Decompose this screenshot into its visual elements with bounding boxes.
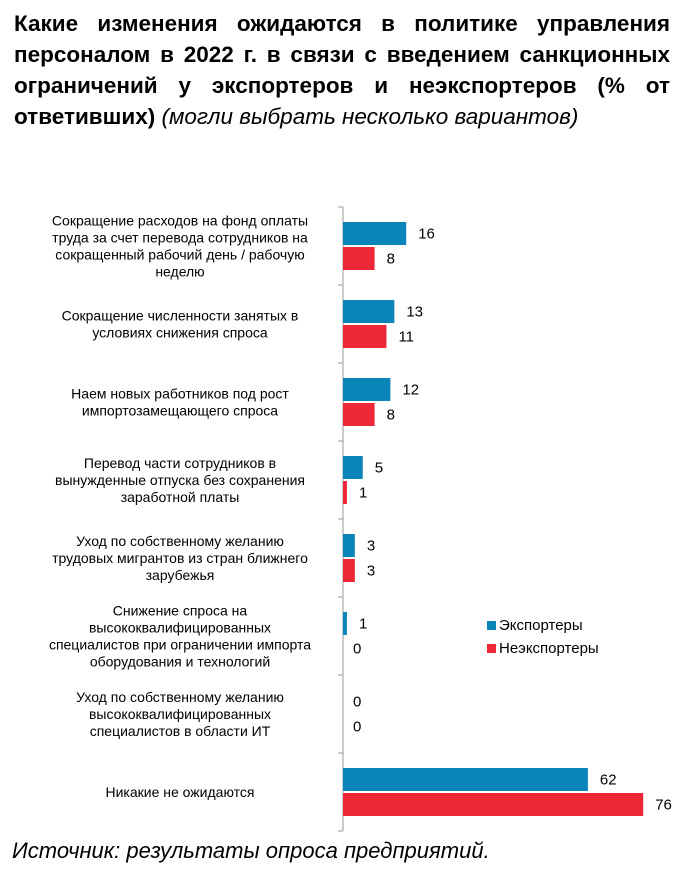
category-label: импортозамещающего спроса	[82, 403, 278, 419]
legend-label: Экспортеры	[499, 617, 583, 634]
legend-swatch	[487, 644, 496, 653]
category-label: оборудования и технологий	[90, 654, 270, 670]
category-label: Наем новых работников под рост	[71, 386, 289, 402]
category-label: Никакие не ожидаются	[106, 784, 255, 800]
category-label: специалистов при ограничении импорта	[49, 637, 311, 653]
category-label: высококвалифицированных	[89, 620, 271, 636]
category-label: Уход по собственному желанию	[76, 689, 284, 705]
bar-nonexporters	[343, 559, 355, 582]
source-note: Источник: результаты опроса предприятий.	[12, 838, 490, 863]
legend-swatch	[487, 621, 496, 630]
category-label: специалистов в области ИТ	[90, 723, 271, 739]
bar-nonexporters	[343, 481, 347, 504]
data-label: 16	[418, 226, 435, 243]
data-label: 62	[600, 772, 617, 789]
category-label: труда за счет перевода сотрудников на	[52, 230, 308, 246]
category-label: вынужденные отпуска без сохранения	[55, 472, 305, 488]
bar-exporters	[343, 378, 391, 401]
data-label: 5	[375, 460, 383, 477]
category-label: трудовых мигрантов из стран ближнего	[52, 550, 308, 566]
data-label: 8	[387, 407, 395, 424]
bar-exporters	[343, 456, 363, 479]
bar-exporters	[343, 612, 347, 635]
data-label: 12	[402, 382, 419, 399]
data-label: 13	[406, 304, 423, 321]
category-label: Снижение спроса на	[113, 603, 248, 619]
category-label: Сокращение численности занятых в	[62, 308, 299, 324]
data-label: 8	[387, 251, 395, 268]
data-label: 3	[367, 563, 375, 580]
category-label: сокращенный рабочий день / рабочую	[55, 247, 304, 263]
category-label: Перевод части сотрудников в	[84, 455, 276, 471]
bar-nonexporters	[343, 793, 644, 816]
category-label: высококвалифицированных	[89, 706, 271, 722]
category-label: условиях снижения спроса	[92, 325, 268, 341]
bar-exporters	[343, 534, 355, 557]
category-label: Сокращение расходов на фонд оплаты	[52, 213, 308, 229]
data-label: 1	[359, 616, 367, 633]
category-label: Уход по собственному желанию	[76, 533, 284, 549]
legend-label: Неэкспортеры	[499, 640, 599, 657]
data-label: 0	[353, 641, 361, 658]
title-bold: Какие изменения ожидаются в политике упр…	[14, 11, 670, 129]
category-label: неделю	[155, 264, 204, 280]
data-label: 76	[655, 797, 672, 814]
bar-exporters	[343, 768, 588, 791]
data-label: 3	[367, 538, 375, 555]
title-italic: (могли выбрать несколько вариантов)	[161, 104, 579, 129]
data-label: 0	[353, 719, 361, 736]
data-label: 0	[353, 694, 361, 711]
chart-title: Какие изменения ожидаются в политике упр…	[14, 8, 670, 132]
category-label: зарубежья	[146, 567, 215, 583]
bar-exporters	[343, 300, 395, 323]
data-label: 11	[398, 329, 414, 346]
bar-nonexporters	[343, 247, 375, 270]
bar-nonexporters	[343, 403, 375, 426]
bar-exporters	[343, 222, 407, 245]
data-label: 1	[359, 485, 367, 502]
bar-nonexporters	[343, 325, 387, 348]
category-label: заработной платы	[121, 489, 240, 505]
